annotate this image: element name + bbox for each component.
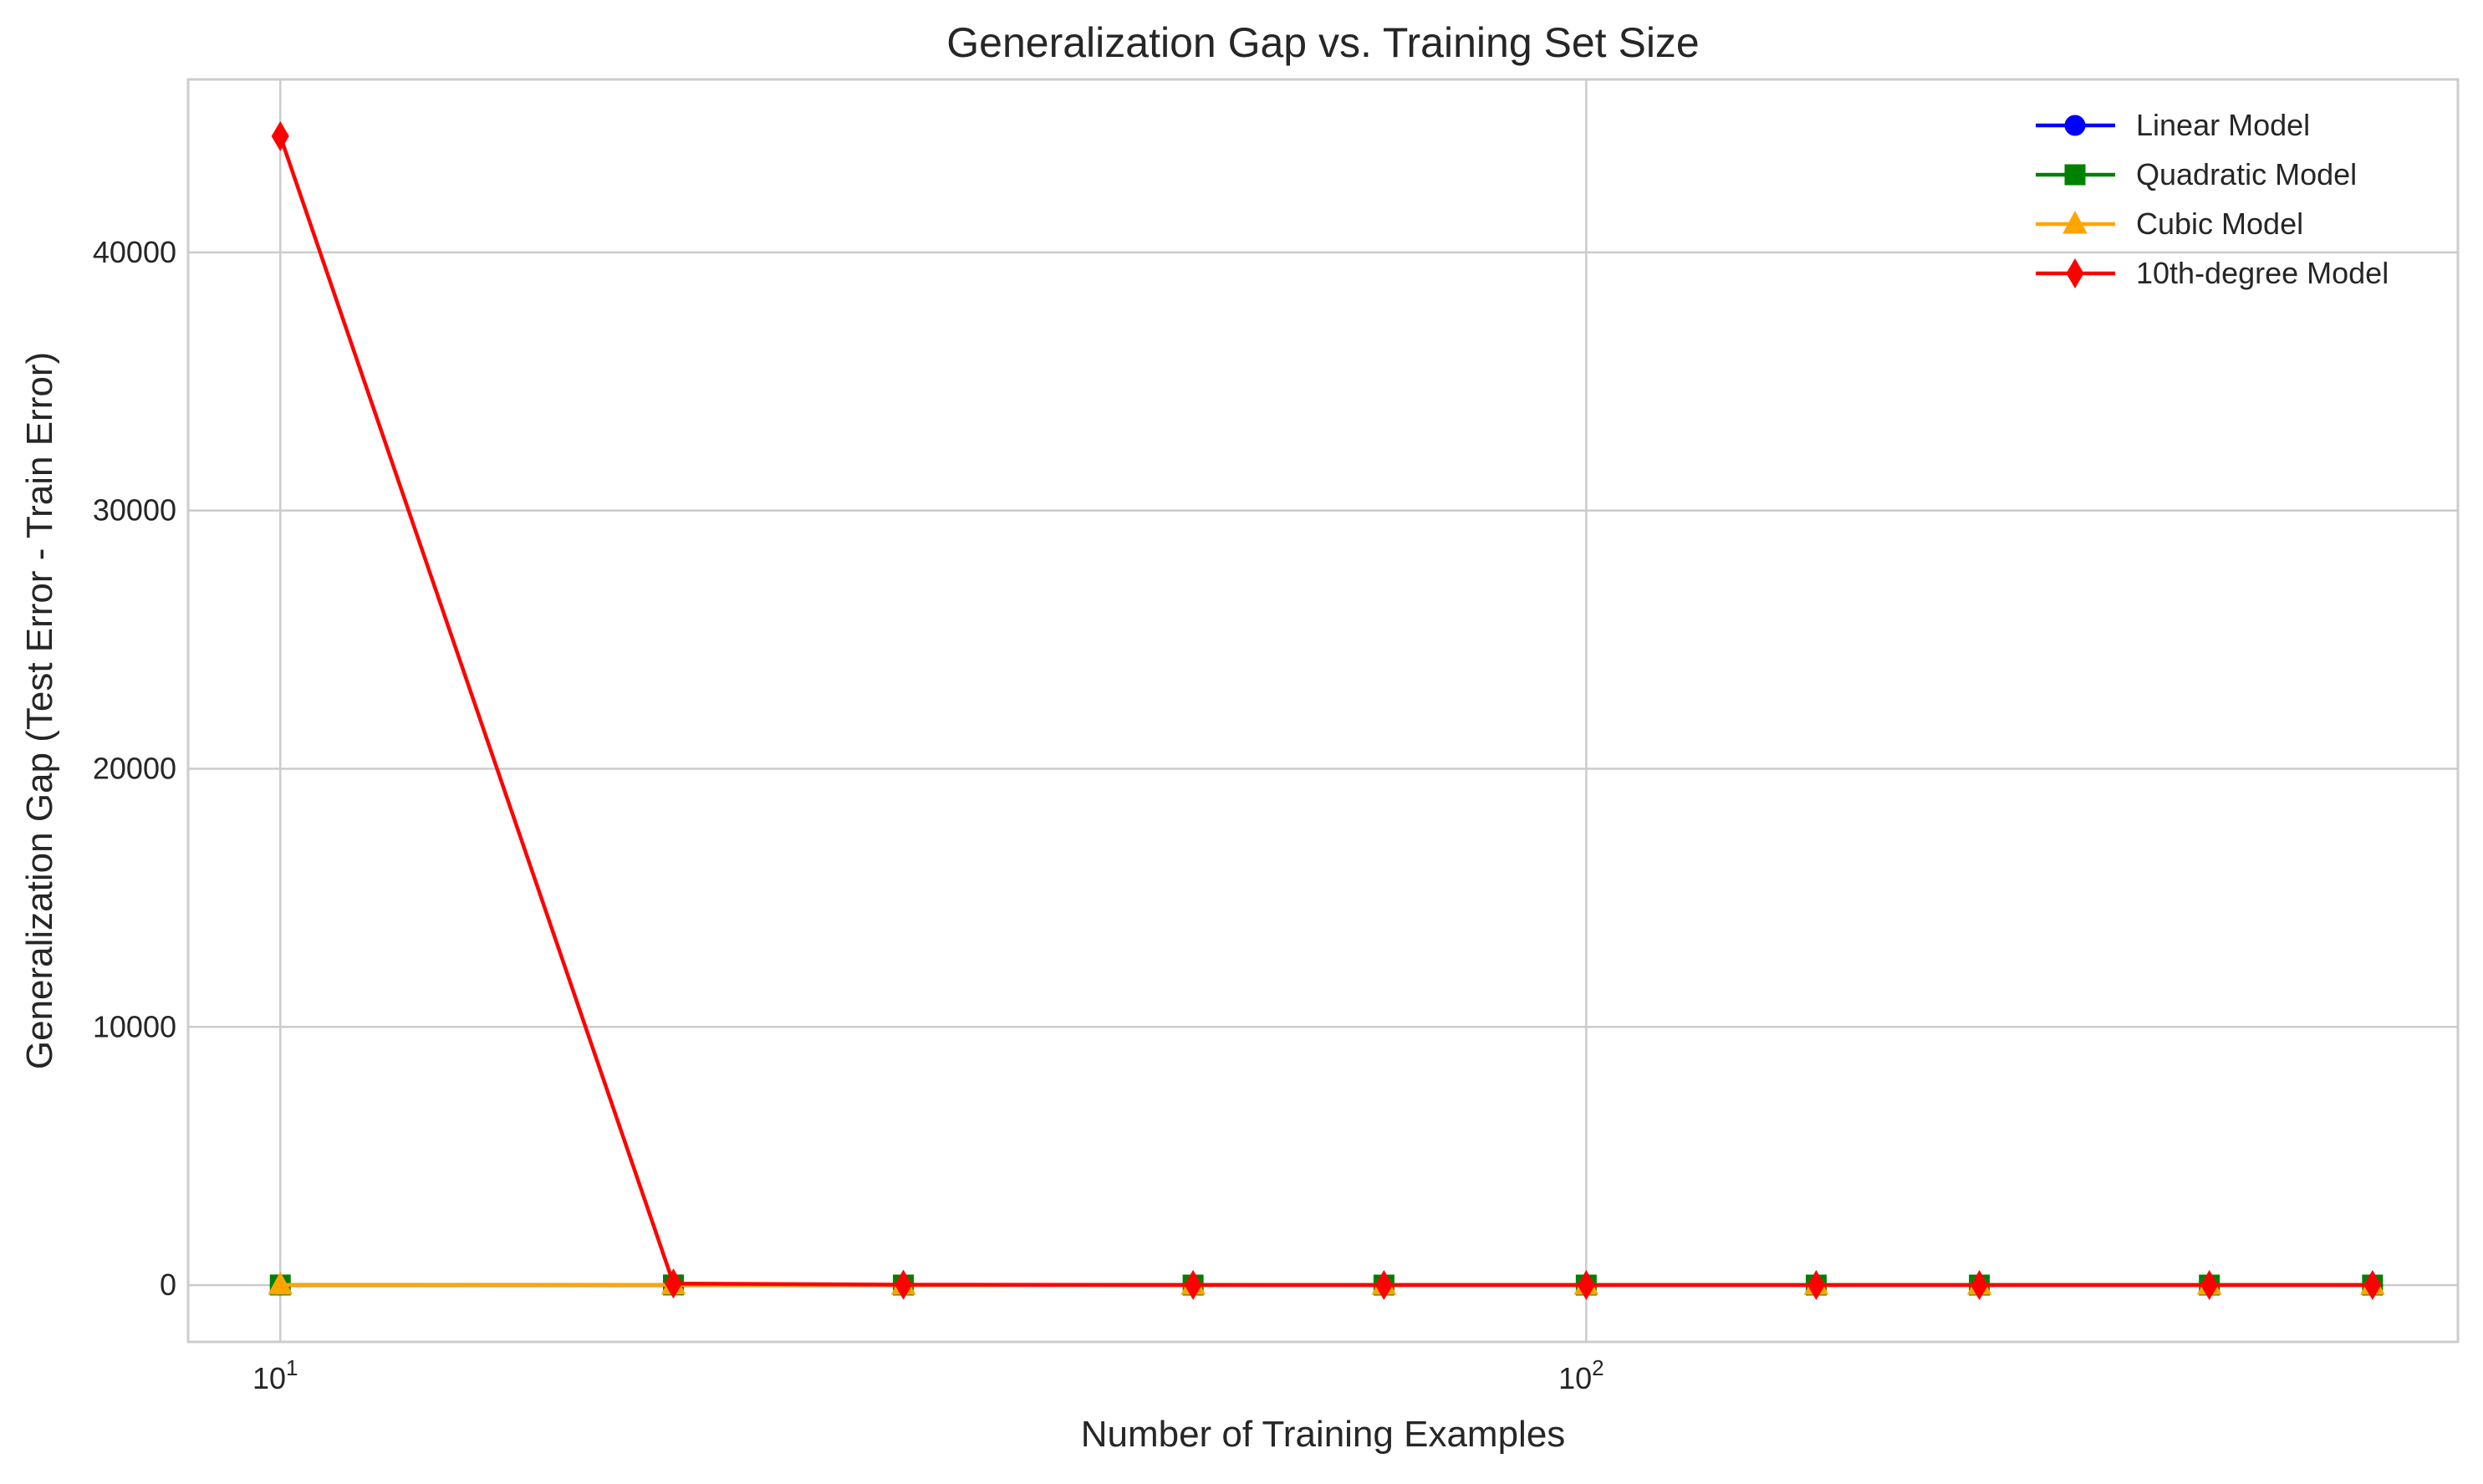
y-tick-label: 20000: [93, 751, 176, 785]
legend-label: Quadratic Model: [2136, 157, 2357, 191]
legend-label: Linear Model: [2136, 108, 2310, 142]
x-axis-label: Number of Training Examples: [1081, 1414, 1566, 1455]
y-tick-label: 40000: [93, 235, 176, 269]
y-tick-label: 0: [160, 1267, 176, 1302]
legend-marker: [2065, 115, 2085, 135]
y-tick-label: 30000: [93, 493, 176, 528]
legend-label: 10th-degree Model: [2136, 256, 2389, 290]
legend-marker: [2065, 165, 2085, 185]
chart-title: Generalization Gap vs. Training Set Size: [946, 19, 1699, 66]
legend-label: Cubic Model: [2136, 207, 2303, 241]
plot-area: [188, 79, 2458, 1342]
y-axis-label: Generalization Gap (Test Error - Train E…: [19, 352, 60, 1069]
y-tick-label: 10000: [93, 1009, 176, 1043]
